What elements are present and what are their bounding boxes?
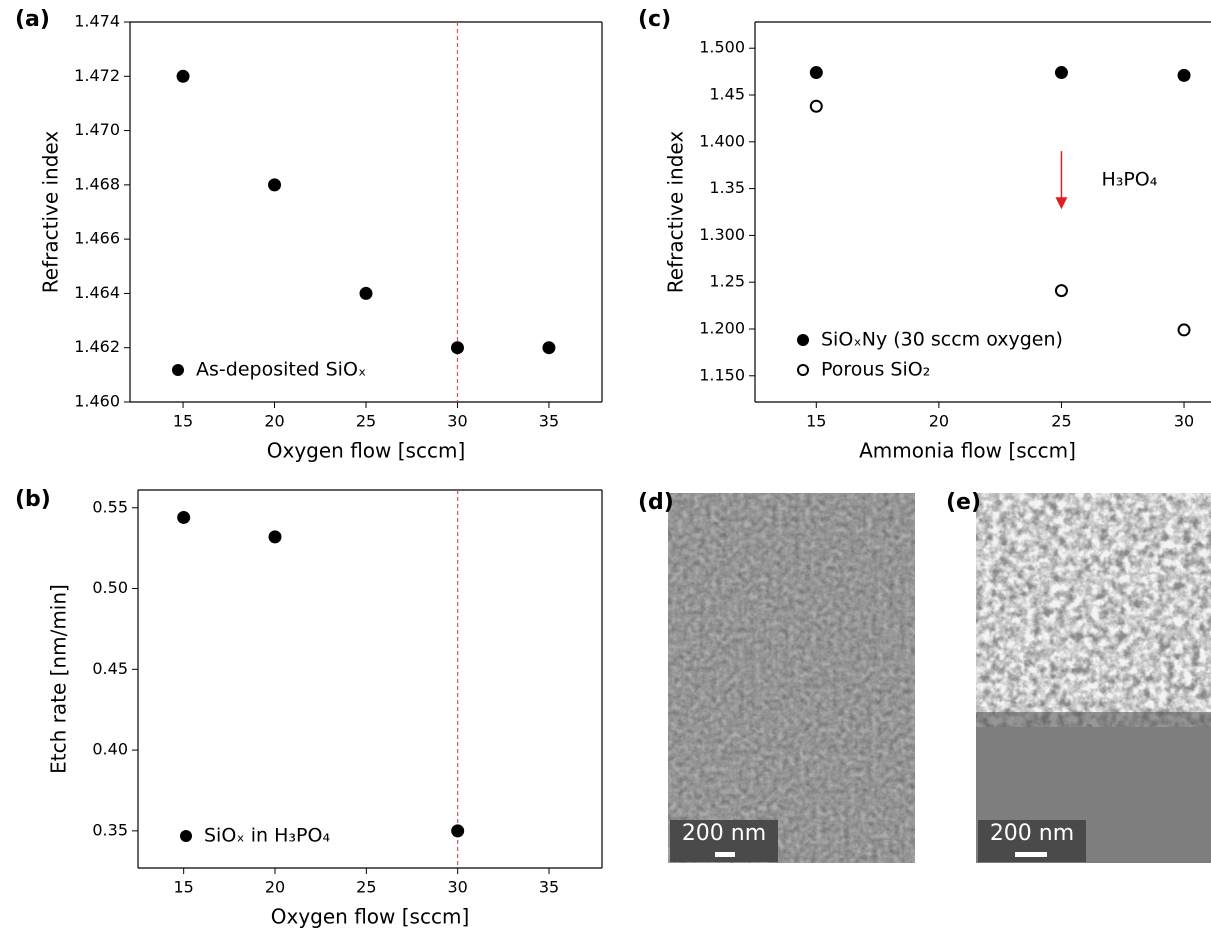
data-point xyxy=(270,531,281,542)
legend-label: SiOₓ in H₃PO₄ xyxy=(204,825,330,847)
data-point xyxy=(178,512,189,523)
data-point xyxy=(452,342,463,353)
legend-label: Porous SiO₂ xyxy=(821,359,930,381)
legend-label: SiOₓNy (30 sccm oxygen) xyxy=(821,329,1063,351)
data-point xyxy=(361,288,372,299)
y-tick-label: 1.25 xyxy=(709,272,745,291)
x-tick-label: 20 xyxy=(265,878,285,897)
y-tick-label: 1.470 xyxy=(74,120,120,139)
panel-label: (c) xyxy=(638,7,671,32)
data-point xyxy=(1179,324,1190,335)
y-tick-label: 1.35 xyxy=(709,178,745,197)
x-tick-label: 30 xyxy=(1174,412,1194,431)
y-tick-label: 1.460 xyxy=(74,392,120,411)
y-axis-label: Etch rate [nm/min] xyxy=(47,584,71,774)
legend-marker xyxy=(173,365,183,375)
y-tick-label: 1.474 xyxy=(74,12,120,31)
y-tick-label: 1.150 xyxy=(699,365,745,384)
data-point xyxy=(1056,285,1067,296)
data-point xyxy=(811,67,822,78)
data-point xyxy=(178,71,189,82)
y-axis-label: Refractive index xyxy=(39,131,63,294)
annotation-text: H₃PO₄ xyxy=(1101,169,1157,191)
figure: 200 nm (d) 200 nm (e) (a) 1.460 1.462 1.464… xyxy=(0,0,1211,931)
panel-label: (b) xyxy=(15,487,51,512)
y-tick-label: 1.500 xyxy=(699,38,745,57)
y-tick-label: 1.464 xyxy=(74,283,120,302)
y-tick-label: 0.50 xyxy=(92,578,128,597)
panel-label: (a) xyxy=(15,7,50,32)
scale-bar-label: 200 nm xyxy=(990,821,1074,846)
x-axis-label: Oxygen flow [sccm] xyxy=(267,439,466,463)
legend-marker xyxy=(798,365,808,375)
x-tick-label: 30 xyxy=(448,878,468,897)
data-point xyxy=(1056,67,1067,78)
x-tick-label: 25 xyxy=(1051,412,1071,431)
x-tick-label: 30 xyxy=(447,412,467,431)
y-tick-label: 1.300 xyxy=(699,225,745,244)
data-point xyxy=(811,101,822,112)
y-tick-label: 1.400 xyxy=(699,131,745,150)
y-tick-label: 1.472 xyxy=(74,66,120,85)
annotation-arrowhead xyxy=(1055,197,1067,209)
data-point xyxy=(543,342,554,353)
y-tick-label: 0.35 xyxy=(92,820,128,839)
y-tick-label: 0.45 xyxy=(92,659,128,678)
y-tick-label: 1.462 xyxy=(74,337,120,356)
panel-label: (e) xyxy=(946,490,981,515)
x-tick-label: 20 xyxy=(264,412,284,431)
scale-bar-label: 200 nm xyxy=(682,821,766,846)
x-tick-label: 15 xyxy=(806,412,826,431)
y-tick-label: 1.200 xyxy=(699,318,745,337)
y-axis-label: Refractive index xyxy=(664,131,688,294)
y-tick-label: 1.45 xyxy=(709,85,745,104)
x-tick-label: 20 xyxy=(929,412,949,431)
x-axis-label: Oxygen flow [sccm] xyxy=(271,905,470,929)
sem-image-d: 200 nm (d) xyxy=(638,490,915,863)
x-tick-label: 25 xyxy=(356,412,376,431)
x-tick-label: 35 xyxy=(539,412,559,431)
legend-marker xyxy=(181,831,191,841)
y-tick-label: 0.40 xyxy=(92,740,128,759)
panel-label: (d) xyxy=(638,490,674,515)
legend-marker xyxy=(798,335,808,345)
sem-image-e: 200 nm (e) xyxy=(946,490,1211,863)
x-axis-label: Ammonia flow [sccm] xyxy=(859,439,1076,463)
y-tick-label: 1.466 xyxy=(74,229,120,248)
data-point xyxy=(269,179,280,190)
y-tick-label: 0.55 xyxy=(92,497,128,516)
legend-label: As-deposited SiOₓ xyxy=(196,359,366,381)
data-point xyxy=(1179,70,1190,81)
x-tick-label: 15 xyxy=(173,412,193,431)
y-tick-label: 1.468 xyxy=(74,174,120,193)
x-tick-label: 15 xyxy=(173,878,193,897)
data-point xyxy=(452,825,463,836)
x-tick-label: 35 xyxy=(539,878,559,897)
x-tick-label: 25 xyxy=(356,878,376,897)
